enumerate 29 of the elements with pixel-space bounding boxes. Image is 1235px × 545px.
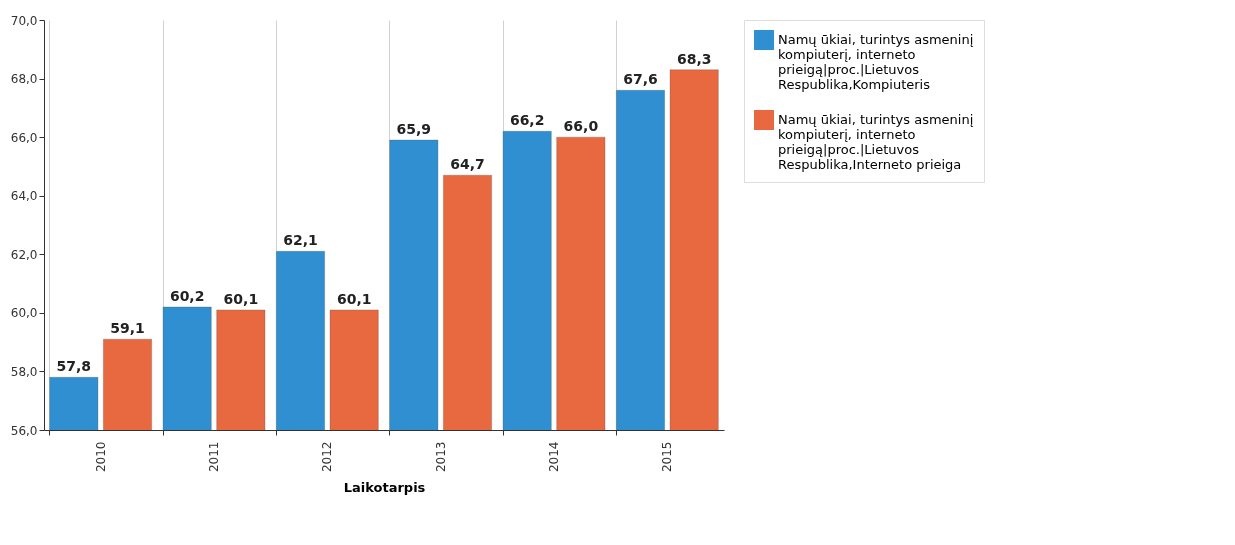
data-label: 66,0 [563,118,599,135]
legend-label: Namų ūkiai, turintys asmeninį kompiuterį, interneto prieigą|proc.|Lietuvos Respublika,Kompiuteris [778,32,974,92]
x-tick-label: 2012 [320,441,335,473]
data-label: 62,1 [283,232,318,249]
data-label: 65,9 [396,121,432,138]
data-label: 60,2 [169,288,205,304]
y-tick-label: 58,0 [10,364,38,379]
data-label: 60,1 [223,290,259,307]
x-tick-label: 2015 [660,441,675,473]
x-axis-title: Laikotarpis [343,480,426,496]
data-label: 59,1 [110,320,145,337]
y-tick-label: 70,0 [10,13,38,28]
x-tick-label: 2014 [547,441,561,473]
data-label: 60,1 [336,290,372,307]
y-tick-label: 60,0 [10,306,38,321]
data-label: 64,7 [450,156,485,173]
legend-label: Namų ūkiai, turintys asmeninį kompiuterį, interneto prieigą|proc.|Lietuvos Respublika,Interneto prieiga [778,112,974,172]
y-tick-label: 68,0 [10,72,38,87]
y-tick-label: 56,0 [10,423,38,438]
y-tick-label: 62,0 [10,247,38,262]
x-tick-label: 2013 [433,441,448,473]
y-tick-label: 66,0 [10,130,38,145]
y-tick-label: 64,0 [10,189,38,204]
data-label: 66,2 [509,112,545,129]
x-tick-label: 2011 [207,441,221,473]
data-label: 57,8 [56,358,92,375]
x-tick-label: 2010 [93,441,108,473]
data-label: 67,6 [623,71,658,88]
data-label: 68,3 [676,50,712,67]
